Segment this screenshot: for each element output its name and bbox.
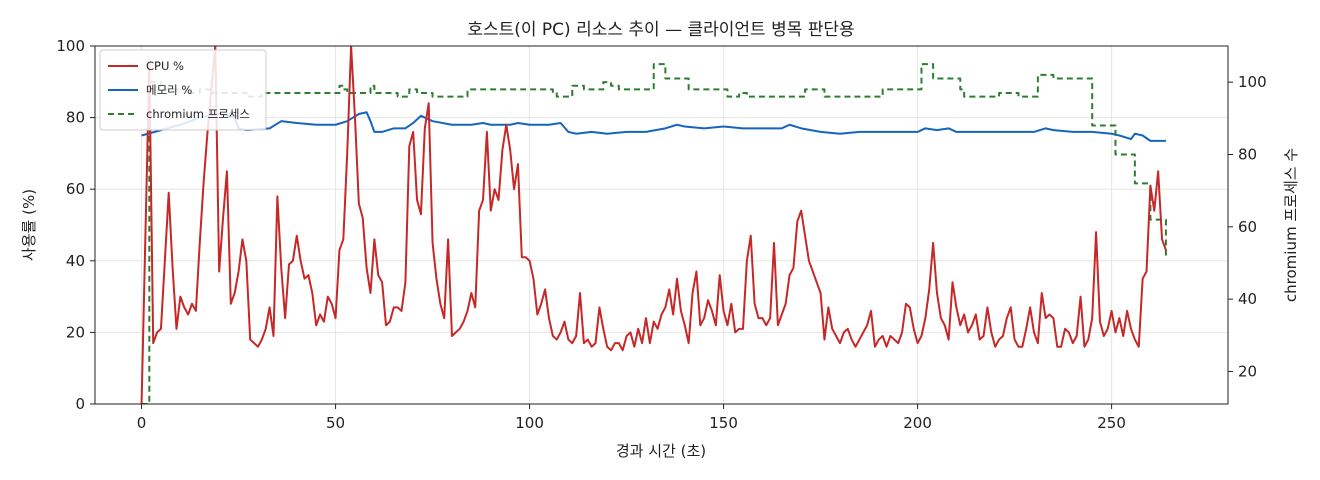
series-line-0 — [140, 46, 1167, 404]
legend-box — [99, 49, 267, 131]
legend-label: CPU % — [146, 59, 184, 73]
series-layer — [140, 46, 1167, 404]
y-tick-label: 80 — [66, 109, 85, 127]
legend-label: 메모리 % — [146, 83, 192, 97]
x-tick-label: 150 — [709, 414, 738, 432]
y-tick-label: 0 — [75, 395, 85, 413]
x-tick-label: 100 — [515, 414, 544, 432]
series-line-1 — [141, 111, 1166, 142]
x-tick-label: 50 — [326, 414, 345, 432]
y2-tick-label: 60 — [1238, 218, 1257, 236]
x-axis: 0 50 100 150 200 250 — [137, 404, 1126, 432]
y-tick-label: 20 — [66, 323, 85, 341]
plot-area-frame — [94, 45, 1229, 405]
legend-label: chromium 프로세스 — [146, 107, 250, 121]
x-tick-label: 200 — [903, 414, 932, 432]
chart-title: 호스트(이 PC) 리소스 추이 — 클라이언트 병목 판단용 — [467, 20, 854, 40]
series-line-2 — [141, 63, 1167, 404]
y2-tick-label: 80 — [1238, 145, 1257, 163]
y-tick-label: 100 — [56, 37, 85, 55]
x-tick-label: 0 — [137, 414, 147, 432]
y-axis-label: 사용률 (%) — [20, 189, 38, 261]
legend: CPU % 메모리 % chromium 프로세스 — [99, 49, 267, 131]
y-tick-label: 60 — [66, 180, 85, 198]
x-axis-label: 경과 시간 (초) — [616, 442, 706, 460]
y2-tick-label: 20 — [1238, 362, 1257, 380]
y-axis-right: 20 40 60 80 100 — [1228, 73, 1267, 380]
y-axis-left: 0 20 40 60 80 100 — [56, 37, 95, 413]
y2-tick-label: 100 — [1238, 73, 1267, 91]
x-tick-label: 250 — [1097, 414, 1126, 432]
y-tick-label: 40 — [66, 252, 85, 270]
y2-tick-label: 40 — [1238, 290, 1257, 308]
y2-axis-label: chromium 프로세스 수 — [1282, 148, 1300, 302]
